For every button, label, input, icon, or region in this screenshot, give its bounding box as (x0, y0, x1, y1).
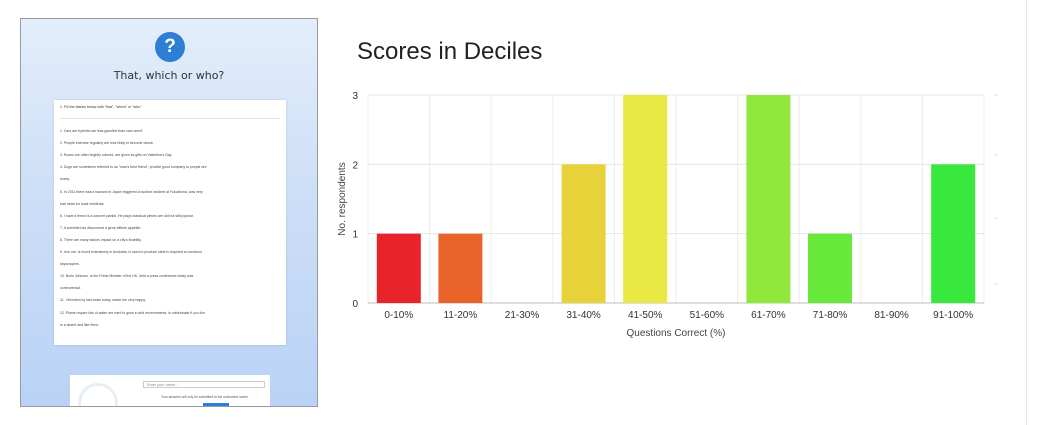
bar (376, 233, 421, 303)
name-input: Enter your name... (143, 381, 265, 388)
worksheet-line: 1. Cars are hybrids use less gasoline th… (60, 129, 144, 133)
worksheet-line: skyscrapers. (60, 262, 80, 267)
worksheet-divider (60, 118, 280, 119)
submit-button (203, 403, 229, 406)
x-tick-label: 81-90% (874, 310, 909, 321)
worksheet-instruction: 1. Fill the blanks below with "that", "w… (60, 105, 143, 109)
worksheet-line: lonely. (60, 177, 70, 182)
x-tick-label: 41-50% (628, 310, 663, 321)
worksheet-line: 4. Dogs are sometimes referred to as "ma… (60, 165, 207, 170)
x-tick-label: 31-40% (566, 310, 601, 321)
bar (808, 233, 852, 303)
x-tick-label: 71-80% (813, 310, 848, 321)
worksheet-line: 9. Iron ore, is found extensively in Aus… (60, 250, 202, 254)
worksheet-line: 7. A scientist has discovered a gene aff… (60, 225, 142, 230)
score-circle (78, 383, 118, 406)
bar (746, 95, 791, 303)
worksheet-line: 2. People exercise regularly are less li… (60, 141, 154, 146)
bar (561, 164, 606, 303)
y-tick-label: 1 (352, 230, 358, 241)
worksheet-line: 8. There are many factors impact on a ci… (60, 237, 142, 242)
panel-divider (1026, 0, 1027, 425)
x-tick-label: 61-70% (751, 310, 786, 321)
x-tick-label: 0-10% (384, 310, 413, 321)
bar (438, 233, 483, 303)
worksheet-thumbnail[interactable]: ? That, which or who? 1. Fill the blanks… (20, 18, 318, 407)
x-axis-label: Questions Correct (%) (627, 328, 726, 339)
name-note: Your answers will only be submitted to t… (161, 395, 249, 399)
worksheet-line: 5. In 2011 there was a tsunami in Japan … (60, 189, 203, 194)
x-tick-label: 21-30% (505, 310, 540, 321)
bar (623, 95, 668, 303)
worksheet-line: controversial. (60, 286, 81, 291)
bar (931, 164, 976, 303)
page-title: Scores in Deciles (357, 38, 543, 65)
x-tick-label: 91-100% (933, 310, 973, 321)
x-tick-label: 11-20% (444, 310, 478, 321)
y-tick-label: 2 (352, 160, 358, 171)
worksheet-line: 3. Roses are often brightly colored, are… (60, 153, 173, 158)
worksheet-line: 12. Plants require lots of water are har… (60, 310, 205, 315)
worksheet-line: in a desert and like ferns. (60, 322, 100, 327)
y-tick-label: 3 (352, 91, 358, 102)
worksheet-line: 6. I have a friend is a concert pianist.… (60, 213, 194, 218)
worksheet-line: 11. I finished my last exam today, made … (60, 298, 146, 303)
y-axis-label: No. respondents (337, 162, 348, 235)
question-icon: ? (155, 32, 185, 62)
worksheet-title: That, which or who? (113, 69, 225, 82)
name-card: Enter your name... Your answers will onl… (70, 375, 270, 406)
worksheet-line: bad news for local residents. (60, 201, 105, 206)
worksheet-line: 10. Boris Johnson, is the Prime Minister… (60, 274, 194, 279)
worksheet-paper: 1. Fill the blanks below with "that", "w… (54, 100, 286, 345)
y-tick-label: 0 (352, 299, 358, 310)
x-tick-label: 51-60% (690, 310, 725, 321)
